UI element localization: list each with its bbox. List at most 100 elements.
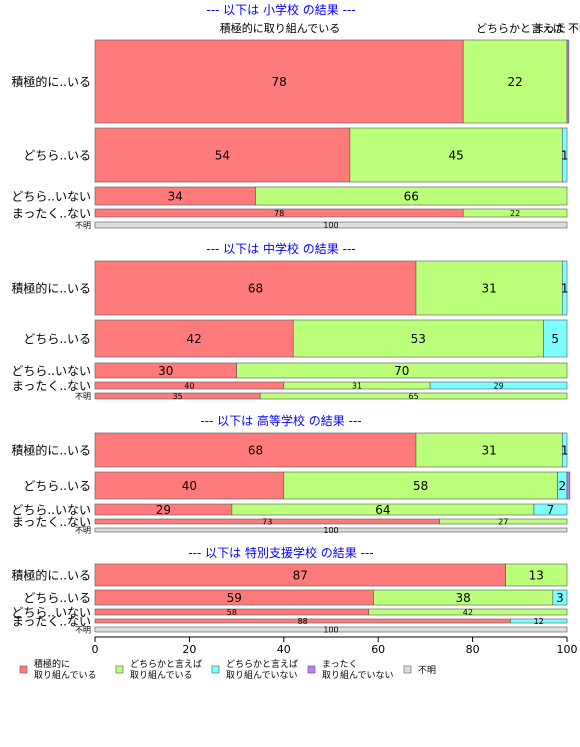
data-label: 1: [561, 281, 569, 295]
data-label: 100: [323, 625, 338, 634]
row-label: まったく..ない: [12, 207, 91, 221]
top-category-label: 不明: [568, 22, 580, 35]
data-label: 40: [182, 479, 197, 493]
bar-segment: [566, 471, 571, 500]
row-label: どちら..いる: [23, 479, 91, 493]
data-label: 65: [409, 392, 419, 401]
bar-segment: [533, 503, 568, 516]
data-label: 54: [215, 148, 230, 162]
data-label: 78: [271, 75, 286, 89]
row-label: 積極的に..いる: [11, 74, 91, 89]
data-label: 42: [186, 332, 201, 346]
data-label: 40: [184, 381, 194, 390]
data-label: 68: [248, 281, 263, 295]
row-label: どちら..いる: [23, 332, 91, 346]
legend-label: 不明: [418, 665, 436, 676]
data-label: 31: [481, 443, 496, 457]
panel-title: --- 以下は 高等学校 の結果 ---: [200, 413, 361, 428]
data-label: 68: [248, 443, 263, 457]
legend-swatch: [115, 665, 124, 674]
data-label: 5: [551, 332, 559, 346]
x-tick-label: 100: [557, 643, 578, 656]
x-tick-label: 40: [277, 643, 291, 656]
top-category-label: まった: [533, 22, 566, 35]
data-label: 12: [534, 617, 544, 626]
bar-segment: [462, 39, 568, 124]
x-tick-label: 60: [371, 643, 385, 656]
bar-segment: [292, 319, 544, 358]
data-label: 29: [156, 503, 171, 517]
data-label: 7: [547, 503, 555, 517]
bar-segment: [94, 260, 417, 316]
row-label: まったく..ない: [12, 379, 91, 393]
top-category-label: 積極的に取り組んでいる: [220, 21, 340, 35]
row-label: 不明: [75, 392, 91, 401]
row-label: まったく..ない: [12, 615, 91, 629]
row-label: 不明: [75, 626, 91, 635]
bar-segment: [561, 127, 568, 183]
row-label: 不明: [75, 221, 91, 230]
row-label: どちら..いる: [23, 149, 91, 163]
data-label: 70: [394, 364, 409, 378]
data-label: 22: [507, 75, 522, 89]
data-label: 58: [413, 479, 428, 493]
legend-label: 取り組んでいない: [226, 669, 298, 681]
bar-segment: [349, 127, 563, 183]
row-label: まったく..ない: [12, 515, 91, 529]
data-label: 100: [323, 221, 338, 230]
bar-segment: [283, 471, 558, 500]
data-label: 31: [481, 281, 496, 295]
legend-swatch: [211, 665, 220, 674]
bar-segment: [415, 432, 563, 468]
panel-title: --- 以下は 特別支援学校 の結果 ---: [188, 545, 373, 560]
row-label: どちら..いない: [11, 503, 91, 517]
bar-segment: [505, 563, 568, 587]
data-label: 27: [498, 517, 508, 526]
data-label: 29: [493, 381, 503, 390]
bar-segment: [368, 608, 568, 616]
panel-title: --- 以下は 小学校 の結果 ---: [206, 2, 355, 17]
bar-segment: [566, 39, 570, 124]
x-tick-label: 80: [466, 643, 480, 656]
top-category-label: どちらかと言えば: [476, 22, 564, 35]
x-tick-label: 20: [182, 643, 196, 656]
row-label: どちら..いない: [11, 190, 91, 204]
row-label: どちら..いない: [11, 364, 91, 378]
bar-segment: [94, 432, 417, 468]
bar-segment: [552, 589, 568, 606]
panel-title: --- 以下は 中学校 の結果 ---: [206, 241, 355, 256]
legend-label: どちらかと言えば: [130, 658, 202, 670]
data-label: 42: [463, 608, 473, 617]
legend-label: どちらかと言えば: [226, 658, 298, 670]
bar-segment: [94, 221, 568, 229]
data-label: 30: [158, 364, 173, 378]
data-label: 35: [173, 392, 183, 401]
row-label: 不明: [75, 526, 91, 535]
bar-segment: [255, 186, 568, 206]
legend-swatch: [19, 665, 28, 674]
data-label: 58: [227, 608, 237, 617]
data-label: 1: [561, 443, 569, 457]
bar-segment: [94, 626, 568, 633]
x-tick-label: 0: [92, 643, 99, 656]
data-label: 78: [274, 209, 284, 218]
legend-label: 取り組んでいる: [130, 669, 193, 681]
bar-segment: [561, 260, 568, 316]
data-label: 34: [168, 189, 183, 203]
data-label: 53: [411, 332, 426, 346]
legend-label: 取り組んでいない: [322, 669, 394, 681]
legend-swatch: [403, 665, 412, 674]
legend-label: 積極的に: [34, 658, 70, 670]
data-label: 100: [323, 526, 338, 535]
data-label: 2: [558, 479, 566, 493]
data-label: 45: [448, 148, 463, 162]
data-label: 31: [352, 381, 362, 390]
bar-segment: [94, 319, 294, 358]
data-label: 1: [561, 148, 569, 162]
row-label: 積極的に..いる: [11, 568, 91, 583]
data-label: 73: [262, 517, 272, 526]
data-label: 3: [556, 591, 564, 605]
bar-segment: [236, 362, 568, 379]
row-label: どちら..いる: [23, 591, 91, 605]
